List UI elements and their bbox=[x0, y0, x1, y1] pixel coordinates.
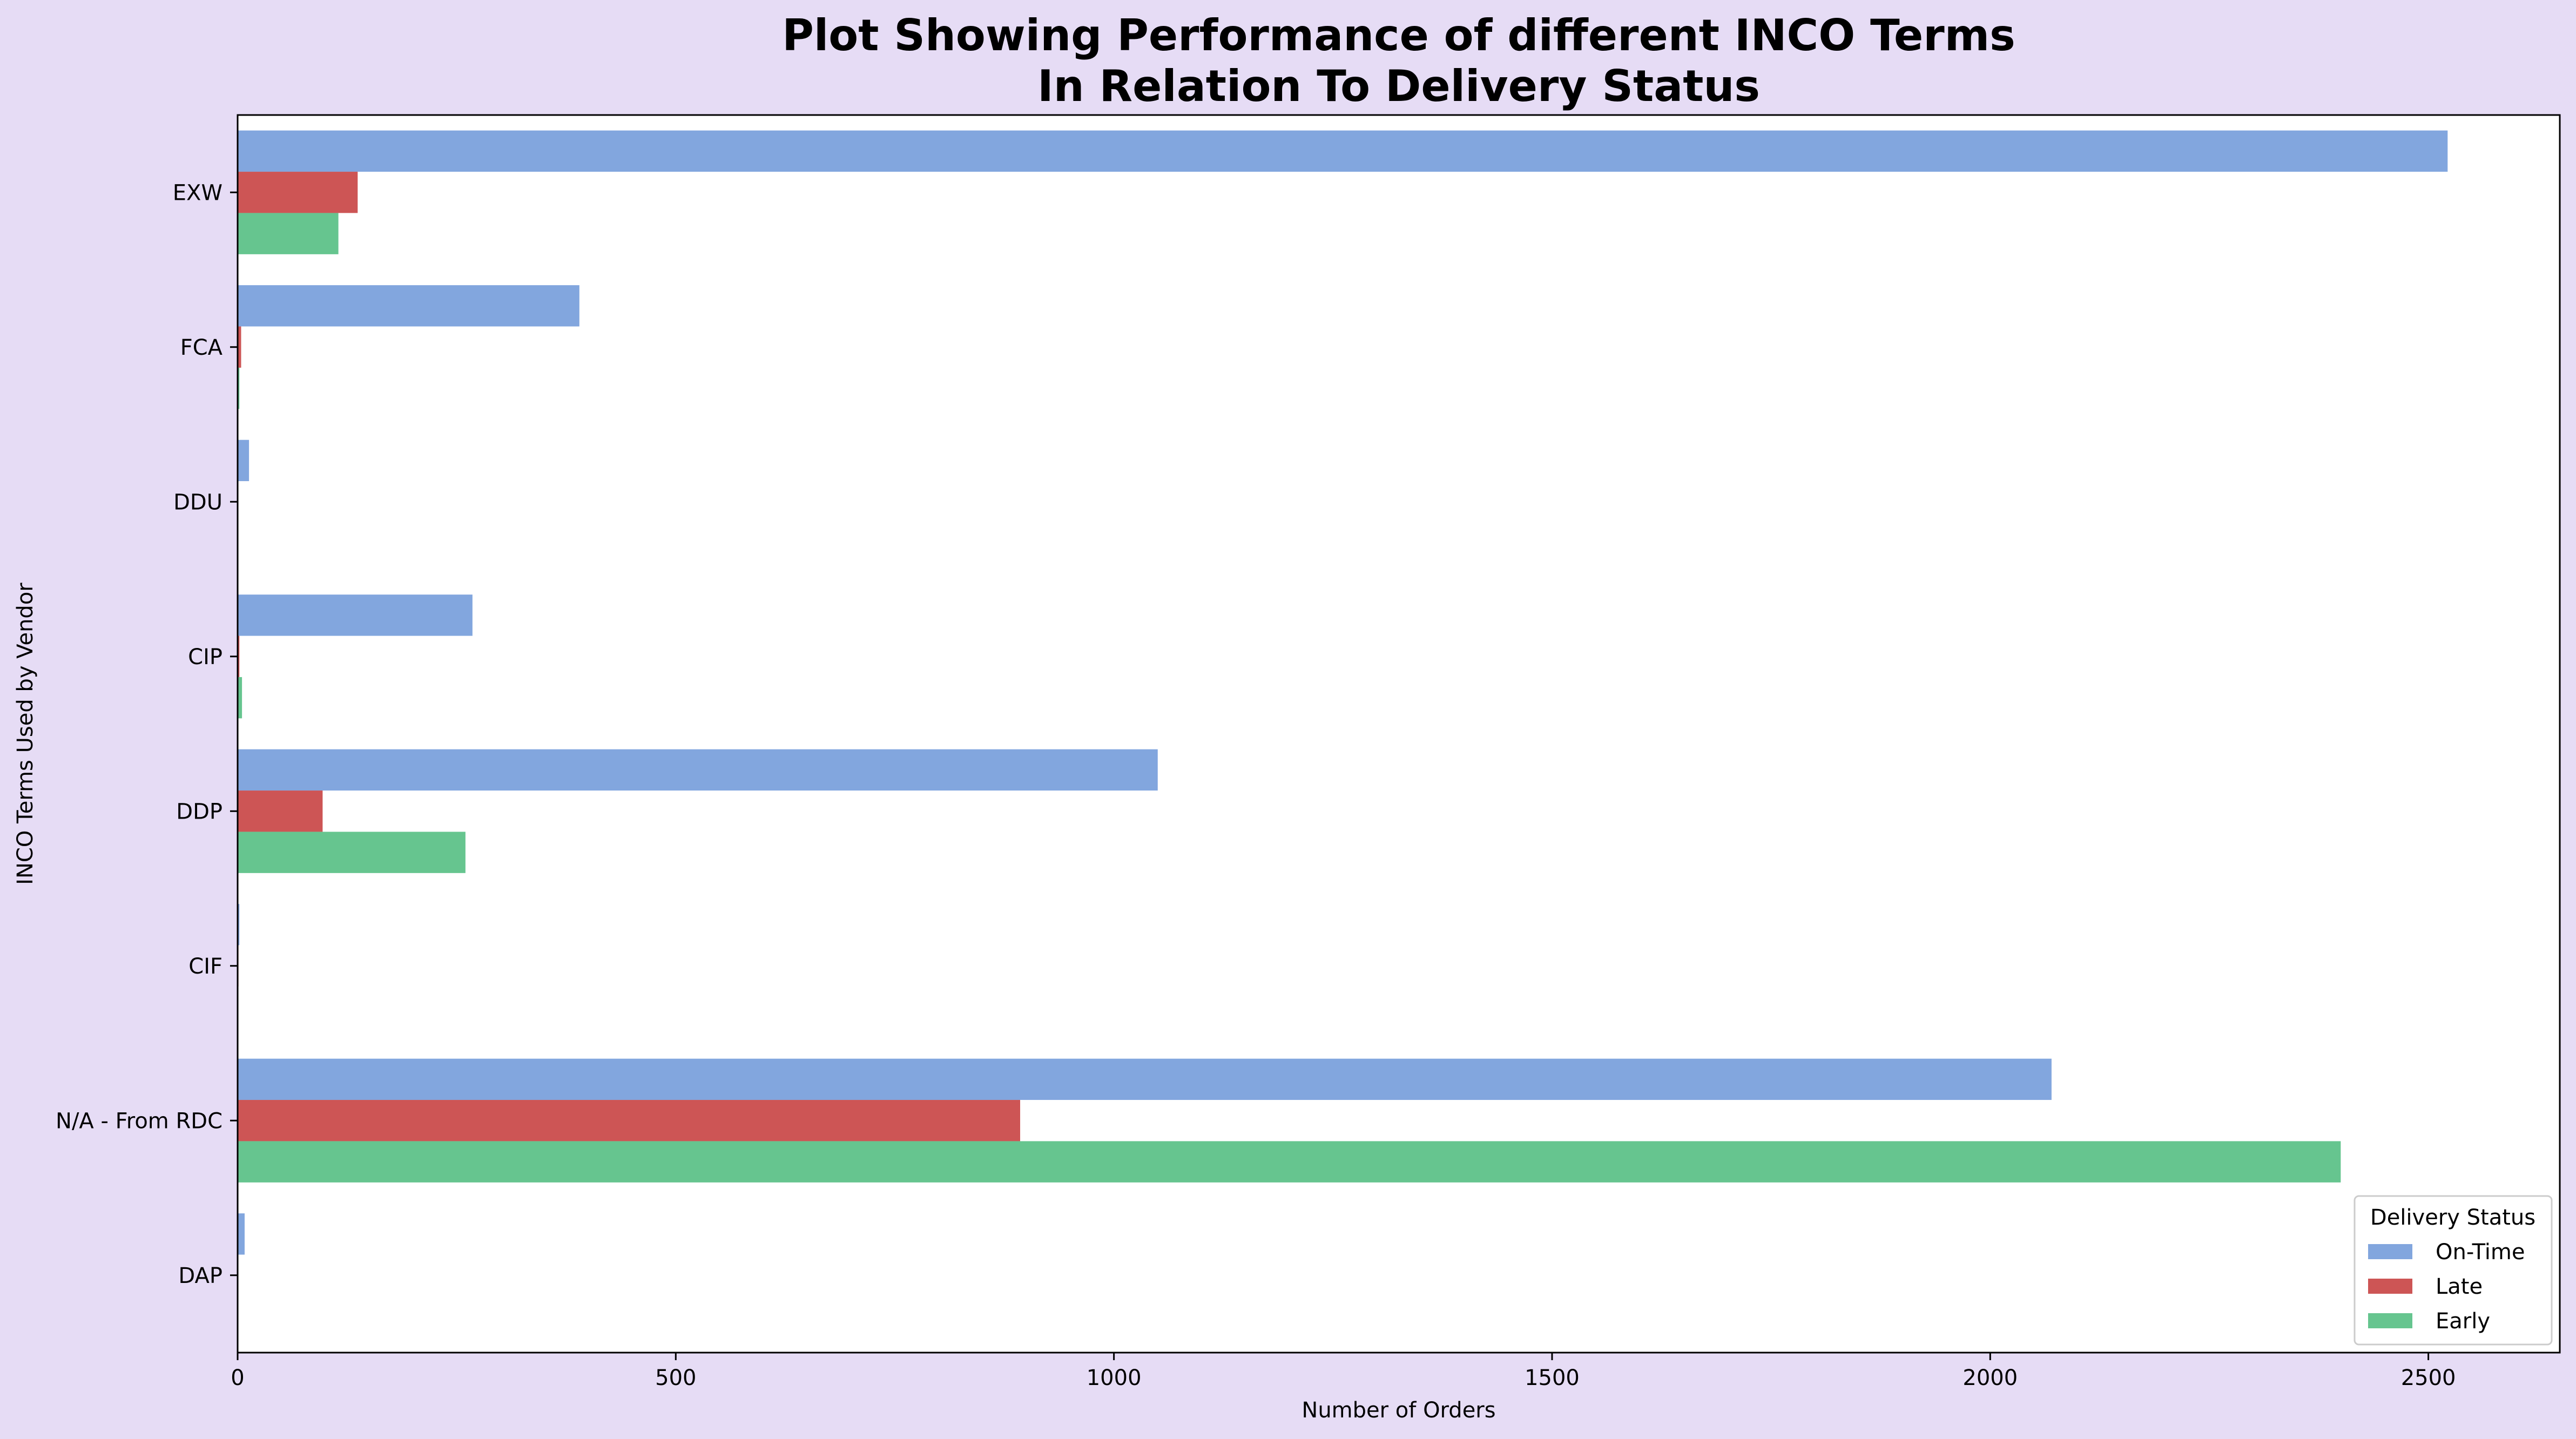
y-tick-label-exw: EXW bbox=[173, 180, 222, 205]
legend-title: Delivery Status bbox=[2370, 1205, 2535, 1230]
bar-exw-late bbox=[238, 172, 358, 213]
bar-ddp-late bbox=[238, 791, 322, 832]
y-axis-label: INCO Terms Used by Vendor bbox=[13, 583, 38, 885]
chart-title-line-2: In Relation To Delivery Status bbox=[1037, 61, 1760, 111]
legend-label-early: Early bbox=[2436, 1309, 2490, 1334]
x-tick-label: 1000 bbox=[1087, 1366, 1142, 1390]
bar-dap-on-time bbox=[238, 1213, 245, 1254]
bar-ddp-early bbox=[238, 832, 466, 873]
x-tick-label: 500 bbox=[655, 1366, 696, 1390]
y-axis-ticks: EXW FCA DDU CIP DDP CIF N/A - From RDC DAP bbox=[56, 180, 238, 1288]
legend-label-on-time: On-Time bbox=[2436, 1240, 2525, 1265]
bar-n-a-from-rdc-early bbox=[238, 1141, 2341, 1182]
legend-swatch-late bbox=[2368, 1279, 2412, 1294]
legend-label-late: Late bbox=[2436, 1274, 2483, 1299]
x-axis-label: Number of Orders bbox=[1302, 1398, 1495, 1423]
bar-exw-early bbox=[238, 213, 339, 254]
x-tick-label: 2000 bbox=[1963, 1366, 2018, 1390]
legend: Delivery Status On-Time Late Early bbox=[2355, 1196, 2552, 1345]
bar-cip-on-time bbox=[238, 594, 473, 636]
bar-ddp-on-time bbox=[238, 749, 1158, 791]
bar-ddu-on-time bbox=[238, 440, 249, 481]
y-tick-label-fca: FCA bbox=[180, 335, 223, 360]
legend-swatch-on-time bbox=[2368, 1244, 2412, 1259]
bar-n-a-from-rdc-late bbox=[238, 1100, 1020, 1141]
x-tick-label: 2500 bbox=[2401, 1366, 2456, 1390]
y-tick-label-dap: DAP bbox=[178, 1264, 222, 1288]
x-axis-ticks: 0 500 1000 1500 2000 2500 bbox=[231, 1353, 2456, 1390]
bar-fca-on-time bbox=[238, 285, 579, 326]
y-tick-label-ddu: DDU bbox=[173, 490, 222, 515]
legend-swatch-early bbox=[2368, 1313, 2412, 1328]
y-tick-label-n-a-from-rdc: N/A - From RDC bbox=[56, 1109, 222, 1133]
x-tick-label: 0 bbox=[231, 1366, 244, 1390]
y-tick-label-ddp: DDP bbox=[176, 799, 222, 824]
bar-exw-on-time bbox=[238, 131, 2447, 172]
x-tick-label: 1500 bbox=[1525, 1366, 1580, 1390]
bar-n-a-from-rdc-on-time bbox=[238, 1059, 2052, 1100]
chart-title-line-1: Plot Showing Performance of different IN… bbox=[782, 10, 2015, 60]
y-tick-label-cif: CIF bbox=[188, 954, 222, 979]
y-tick-label-cip: CIP bbox=[188, 645, 222, 670]
